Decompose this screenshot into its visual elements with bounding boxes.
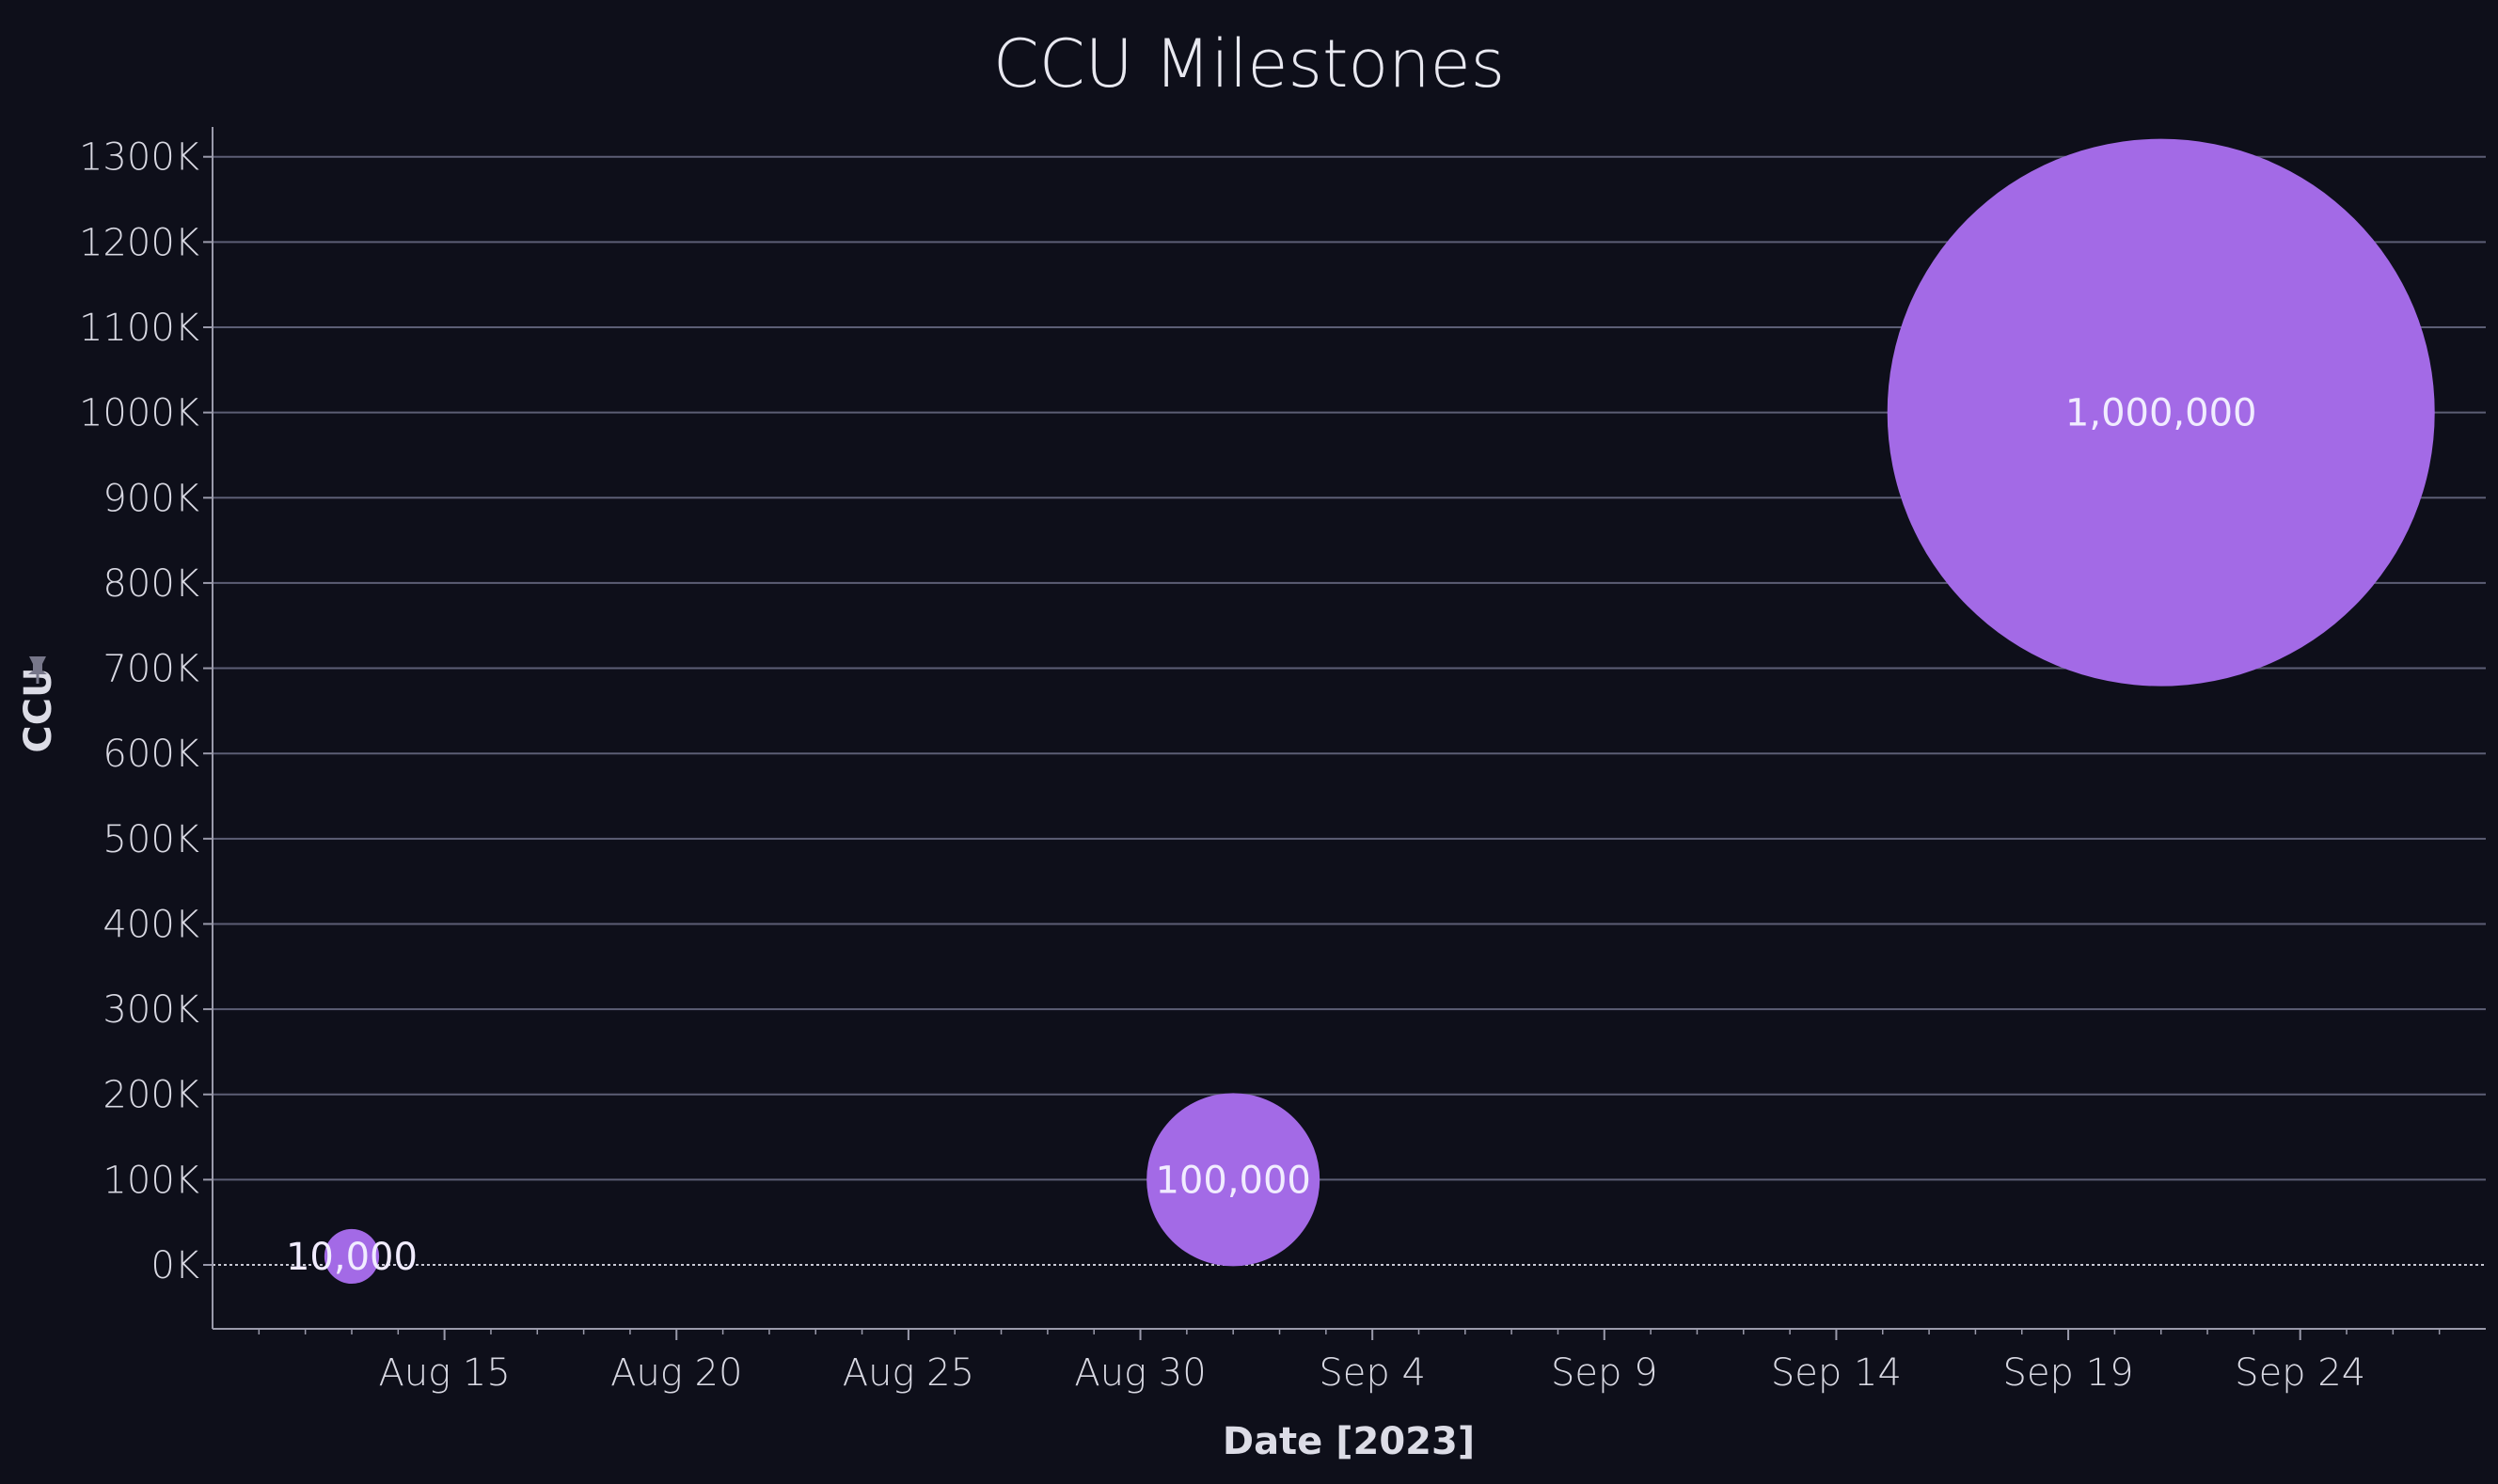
y-tick-label: 1200K (79, 221, 199, 264)
bubbles: 10,000 100,000 1,000,000 (286, 138, 2435, 1285)
milestone-bubble[interactable] (324, 1228, 380, 1285)
x-tick-label: Sep 14 (1771, 1351, 1902, 1395)
bubble-data-label: 1,000,000 (2065, 392, 2257, 435)
x-tick-label: Sep 4 (1319, 1351, 1426, 1395)
y-tick-label: 400K (103, 903, 199, 946)
bubble-data-label: 100,000 (1155, 1159, 1310, 1202)
y-tick-labels: 0K 100K 200K 300K 400K 500K 600K 700K 800K 900K 10… (79, 136, 199, 1287)
y-tick-label: 1000K (79, 392, 199, 435)
y-tick-label: 1100K (79, 307, 199, 350)
y-tick-label: 500K (103, 818, 199, 861)
x-axis-label: Date [2023] (1223, 1420, 1475, 1463)
milestone-bubble[interactable] (1887, 138, 2435, 687)
chart-title: CCU Milestones (993, 25, 1505, 103)
milestone-bubble[interactable] (1146, 1093, 1320, 1267)
y-tick-label: 0K (150, 1244, 199, 1287)
y-tick-label: 700K (103, 648, 199, 691)
y-tick-label: 1300K (79, 136, 199, 180)
x-tick-labels: Aug 15 Aug 20 Aug 25 Aug 30 Sep 4 Sep 9 Sep 14… (378, 1351, 2365, 1395)
y-tick-label: 800K (103, 562, 199, 606)
x-tick-label: Aug 15 (378, 1351, 510, 1395)
pin-icon[interactable] (28, 656, 47, 684)
x-tick-label: Aug 25 (843, 1351, 974, 1395)
y-tick-label: 600K (103, 733, 199, 776)
y-tick-label: 200K (103, 1074, 199, 1117)
x-tick-label: Aug 20 (610, 1351, 742, 1395)
bubble-data-label: 10,000 (286, 1236, 418, 1279)
y-axis-label-group: CCU (17, 656, 60, 753)
axes (203, 127, 2486, 1340)
x-tick-label: Sep 24 (2235, 1351, 2365, 1395)
y-tick-label: 100K (103, 1159, 199, 1202)
y-tick-label: 300K (103, 988, 199, 1032)
x-tick-label: Sep 19 (2003, 1351, 2134, 1395)
y-tick-label: 900K (103, 477, 199, 520)
x-tick-label: Aug 30 (1074, 1351, 1206, 1395)
x-tick-label: Sep 9 (1551, 1351, 1658, 1395)
